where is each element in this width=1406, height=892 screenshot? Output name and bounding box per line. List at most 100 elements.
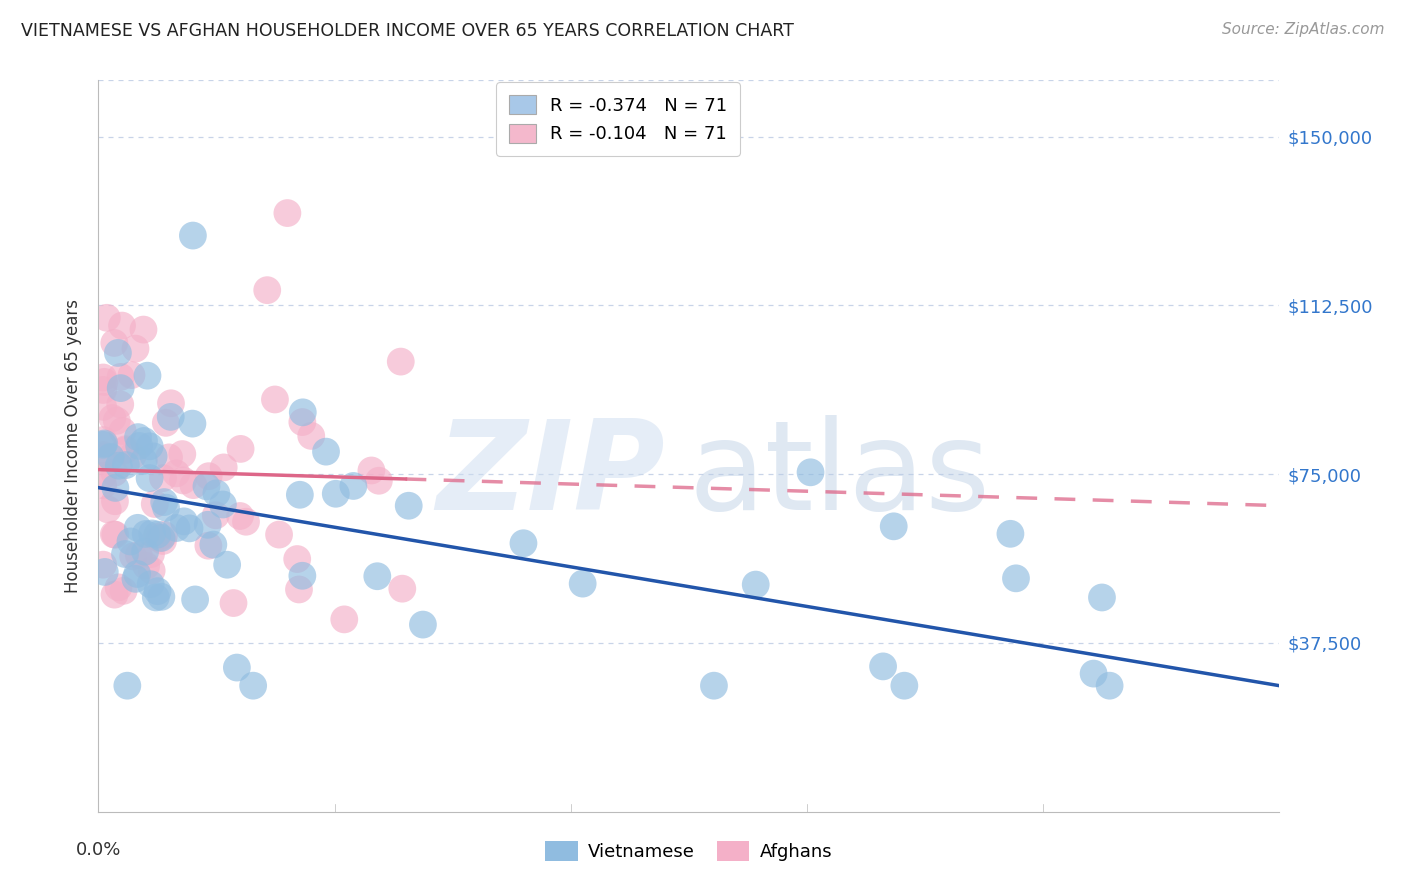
Point: [256, 283, 278, 297]
Point: [143, 497, 166, 511]
Point: [235, 515, 257, 529]
Point: [110, 397, 132, 411]
Legend: Vietnamese, Afghans: Vietnamese, Afghans: [538, 834, 839, 869]
Point: [91, 450, 114, 464]
Point: [138, 439, 160, 453]
Point: [183, 478, 205, 492]
Point: [93, 375, 115, 389]
Point: [333, 612, 356, 626]
Point: [103, 335, 125, 350]
Point: [799, 465, 821, 479]
Point: [152, 471, 174, 485]
Point: [111, 424, 134, 438]
Point: [172, 447, 194, 461]
Point: [128, 439, 150, 453]
Point: [197, 539, 219, 553]
Point: [1005, 571, 1028, 585]
Point: [114, 443, 136, 458]
Point: [136, 368, 159, 383]
Point: [157, 450, 180, 465]
Point: [124, 572, 146, 586]
Point: [367, 474, 389, 488]
Point: [139, 577, 162, 591]
Point: [103, 588, 125, 602]
Point: [135, 527, 157, 541]
Point: [883, 519, 905, 533]
Point: [91, 478, 114, 492]
Point: [160, 396, 183, 410]
Point: [104, 494, 127, 508]
Point: [91, 433, 114, 447]
Point: [105, 414, 128, 428]
Point: [315, 444, 337, 458]
Point: [285, 552, 308, 566]
Point: [122, 549, 145, 564]
Point: [121, 368, 143, 383]
Point: [366, 569, 388, 583]
Point: [197, 469, 219, 483]
Point: [104, 481, 127, 495]
Point: [325, 487, 347, 501]
Point: [360, 463, 382, 477]
Point: [127, 521, 149, 535]
Point: [120, 534, 142, 549]
Point: [412, 617, 434, 632]
Point: [181, 228, 204, 243]
Point: [146, 584, 169, 599]
Point: [212, 498, 235, 512]
Point: [512, 536, 534, 550]
Point: [124, 342, 146, 356]
Point: [110, 381, 132, 395]
Point: [152, 533, 174, 548]
Point: [745, 577, 768, 591]
Point: [150, 590, 173, 604]
Text: atlas: atlas: [689, 415, 991, 536]
Point: [111, 318, 134, 333]
Point: [114, 547, 136, 561]
Point: [342, 479, 364, 493]
Point: [91, 468, 114, 483]
Point: [127, 566, 149, 581]
Point: [103, 527, 125, 541]
Text: ZIP: ZIP: [437, 415, 665, 536]
Point: [703, 679, 725, 693]
Point: [135, 558, 157, 573]
Point: [114, 442, 136, 457]
Point: [127, 430, 149, 444]
Point: [291, 415, 314, 429]
Point: [145, 591, 167, 605]
Point: [225, 660, 247, 674]
Point: [91, 438, 114, 452]
Point: [398, 499, 420, 513]
Point: [148, 532, 170, 546]
Point: [872, 659, 894, 673]
Point: [139, 547, 162, 561]
Point: [155, 416, 177, 430]
Point: [184, 592, 207, 607]
Point: [107, 346, 129, 360]
Point: [172, 474, 194, 488]
Point: [288, 488, 311, 502]
Point: [195, 479, 218, 493]
Point: [1000, 526, 1022, 541]
Point: [229, 508, 252, 523]
Point: [142, 450, 165, 464]
Point: [205, 486, 228, 500]
Point: [104, 527, 127, 541]
Point: [267, 527, 290, 541]
Point: [1083, 666, 1105, 681]
Point: [134, 544, 156, 558]
Point: [288, 582, 311, 597]
Point: [893, 679, 915, 693]
Point: [141, 564, 163, 578]
Point: [112, 583, 135, 598]
Point: [141, 526, 163, 541]
Point: [93, 436, 115, 450]
Point: [146, 527, 169, 541]
Point: [97, 502, 120, 516]
Point: [217, 558, 239, 572]
Point: [91, 400, 114, 414]
Point: [264, 392, 287, 407]
Point: [222, 596, 245, 610]
Y-axis label: Householder Income Over 65 years: Householder Income Over 65 years: [65, 299, 83, 593]
